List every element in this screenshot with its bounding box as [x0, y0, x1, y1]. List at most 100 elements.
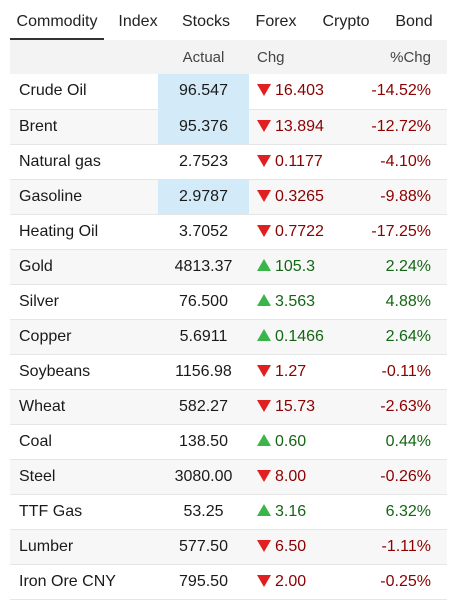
arrow-down-icon	[257, 399, 271, 412]
change-value: 13.894	[275, 117, 324, 135]
header-actual[interactable]: Actual	[182, 48, 225, 66]
table-row[interactable]: Soybeans 1156.98 1.27 -0.11%	[10, 354, 447, 389]
change-cell: 15.73	[249, 389, 355, 424]
actual-value: 76.500	[179, 292, 228, 310]
header-pct-chg[interactable]: %Chg	[390, 48, 431, 66]
actual-value: 2.9787	[158, 179, 249, 214]
change-value: 105.3	[275, 257, 316, 275]
table-row[interactable]: Crude Oil 96.547 16.403 -14.52%	[10, 74, 447, 109]
table-header: Actual Chg %Chg	[10, 40, 447, 74]
arrow-up-icon	[257, 328, 271, 341]
actual-value: 795.50	[179, 572, 228, 590]
commodity-name[interactable]: Soybeans	[19, 362, 91, 380]
actual-value: 96.547	[158, 74, 249, 109]
arrow-down-icon	[257, 189, 271, 202]
percent-change: 0.44%	[385, 432, 431, 450]
arrow-down-icon	[257, 469, 271, 482]
commodity-name[interactable]: Natural gas	[19, 152, 101, 170]
percent-change: 2.64%	[385, 327, 431, 345]
change-value: 3.563	[275, 292, 316, 310]
tab-forex[interactable]: Forex	[255, 13, 297, 30]
change-value: 8.00	[275, 467, 307, 485]
tab-commodity[interactable]: Commodity	[10, 0, 104, 40]
commodity-name[interactable]: Silver	[19, 292, 60, 310]
commodity-name[interactable]: TTF Gas	[19, 502, 83, 520]
commodity-name[interactable]: Gold	[19, 257, 53, 275]
percent-change: 6.32%	[385, 502, 431, 520]
percent-change: -2.63%	[380, 397, 431, 415]
table-row[interactable]: Iron Ore CNY 795.50 2.00 -0.25%	[10, 564, 447, 599]
actual-value: 3.7052	[179, 222, 228, 240]
table-row[interactable]: Heating Oil 3.7052 0.7722 -17.25%	[10, 214, 447, 249]
table-row[interactable]: TTF Gas 53.25 3.16 6.32%	[10, 494, 447, 529]
table-row[interactable]: Natural gas 2.7523 0.1177 -4.10%	[10, 144, 447, 179]
actual-value: 4813.37	[174, 257, 233, 275]
table-row[interactable]: Copper 5.6911 0.1466 2.64%	[10, 319, 447, 354]
tab-stocks[interactable]: Stocks	[181, 13, 230, 30]
change-cell: 1.27	[249, 354, 355, 389]
change-cell: 2.00	[249, 564, 355, 599]
arrow-down-icon	[257, 364, 271, 377]
percent-change: -17.25%	[371, 222, 431, 240]
commodity-name[interactable]: Copper	[19, 327, 72, 345]
change-cell: 6.50	[249, 529, 355, 564]
actual-value: 3080.00	[174, 467, 233, 485]
commodity-name[interactable]: Iron Ore CNY	[19, 572, 116, 590]
commodity-name[interactable]: Gasoline	[19, 187, 83, 205]
change-value: 16.403	[275, 82, 324, 100]
commodity-name[interactable]: Crude Oil	[19, 82, 87, 100]
table-row[interactable]: Wheat 582.27 15.73 -2.63%	[10, 389, 447, 424]
change-cell: 0.60	[249, 424, 355, 459]
change-cell: 16.403	[249, 74, 355, 109]
header-chg[interactable]: Chg	[257, 48, 285, 66]
change-value: 0.7722	[275, 222, 324, 240]
change-value: 0.1466	[275, 327, 324, 345]
arrow-down-icon	[257, 119, 271, 132]
change-cell: 0.1177	[249, 144, 355, 179]
change-cell: 8.00	[249, 459, 355, 494]
commodity-name[interactable]: Lumber	[19, 537, 74, 555]
commodity-name[interactable]: Brent	[19, 117, 58, 135]
actual-value: 582.27	[179, 397, 228, 415]
change-value: 1.27	[275, 362, 307, 380]
change-value: 0.60	[275, 432, 307, 450]
arrow-down-icon	[257, 84, 271, 97]
change-cell: 0.1466	[249, 319, 355, 354]
table-row[interactable]: Brent 95.376 13.894 -12.72%	[10, 109, 447, 144]
percent-change: -4.10%	[380, 152, 431, 170]
actual-value: 577.50	[179, 537, 228, 555]
percent-change: -12.72%	[371, 117, 431, 135]
change-cell: 3.16	[249, 494, 355, 529]
commodity-name[interactable]: Coal	[19, 432, 52, 450]
table-row[interactable]: Coal 138.50 0.60 0.44%	[10, 424, 447, 459]
change-value: 3.16	[275, 502, 307, 520]
percent-change: -14.52%	[371, 82, 431, 100]
commodity-name[interactable]: Wheat	[19, 397, 66, 415]
table-row[interactable]: Silver 76.500 3.563 4.88%	[10, 284, 447, 319]
commodity-name[interactable]: Steel	[19, 467, 56, 485]
table-row[interactable]: Gasoline 2.9787 0.3265 -9.88%	[10, 179, 447, 214]
arrow-down-icon	[257, 224, 271, 237]
change-value: 15.73	[275, 397, 316, 415]
commodity-name[interactable]: Heating Oil	[19, 222, 99, 240]
table-row[interactable]: Steel 3080.00 8.00 -0.26%	[10, 459, 447, 494]
arrow-down-icon	[257, 574, 271, 587]
commodity-table: Actual Chg %Chg Crude Oil 96.547 16.403 -14…	[10, 40, 447, 600]
percent-change: -0.25%	[380, 572, 431, 590]
change-value: 0.3265	[275, 187, 324, 205]
percent-change: 2.24%	[385, 257, 431, 275]
change-cell: 3.563	[249, 284, 355, 319]
table-row[interactable]: Gold 4813.37 105.3 2.24%	[10, 249, 447, 284]
actual-value: 138.50	[179, 432, 228, 450]
change-cell: 105.3	[249, 249, 355, 284]
actual-value: 53.25	[183, 502, 224, 520]
tab-index[interactable]: Index	[118, 13, 158, 30]
change-value: 6.50	[275, 537, 307, 555]
tab-crypto[interactable]: Crypto	[322, 13, 370, 30]
header-row: Actual Chg %Chg	[10, 40, 447, 74]
arrow-up-icon	[257, 433, 271, 446]
table-row[interactable]: Lumber 577.50 6.50 -1.11%	[10, 529, 447, 564]
percent-change: -0.26%	[380, 467, 431, 485]
table-body: Crude Oil 96.547 16.403 -14.52% Brent 95.376 1…	[10, 74, 447, 599]
tab-bond[interactable]: Bond	[395, 13, 433, 30]
